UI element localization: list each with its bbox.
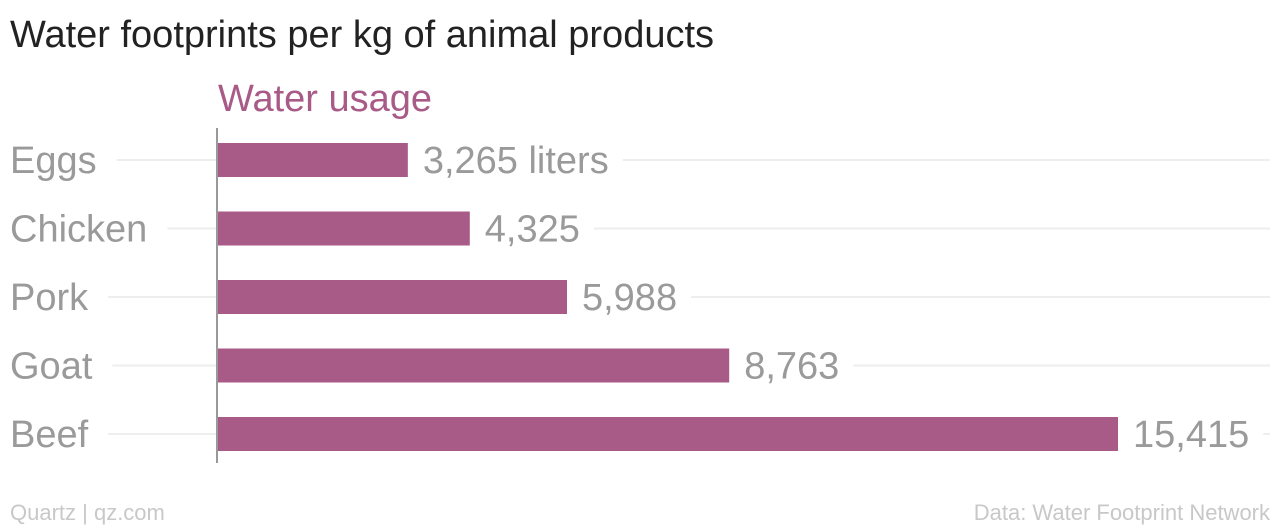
value-label: 5,988 xyxy=(582,277,677,319)
chart-title: Water footprints per kg of animal produc… xyxy=(10,14,715,56)
gridlines xyxy=(108,159,1270,435)
bars xyxy=(217,143,1118,451)
footer-credit: Quartz | qz.com xyxy=(10,500,165,525)
category-label: Goat xyxy=(10,346,93,388)
category-label: Pork xyxy=(10,277,89,319)
value-label: 4,325 xyxy=(485,209,580,251)
bar xyxy=(217,280,567,314)
value-label: 3,265 liters xyxy=(423,140,609,182)
series-label: Water usage xyxy=(218,78,433,120)
labels: Eggs 3,265 liters Chicken 4,325 Pork 5,988 Goa… xyxy=(10,140,1249,456)
category-label: Eggs xyxy=(10,140,97,182)
value-label: 8,763 xyxy=(744,346,839,388)
bar xyxy=(217,348,730,383)
value-label: 15,415 xyxy=(1133,414,1249,456)
bar xyxy=(217,211,470,246)
category-label: Beef xyxy=(10,414,89,456)
bar xyxy=(217,143,408,177)
bar xyxy=(217,417,1118,451)
footer-source: Data: Water Footprint Network xyxy=(973,500,1270,525)
category-label: Chicken xyxy=(10,209,147,251)
